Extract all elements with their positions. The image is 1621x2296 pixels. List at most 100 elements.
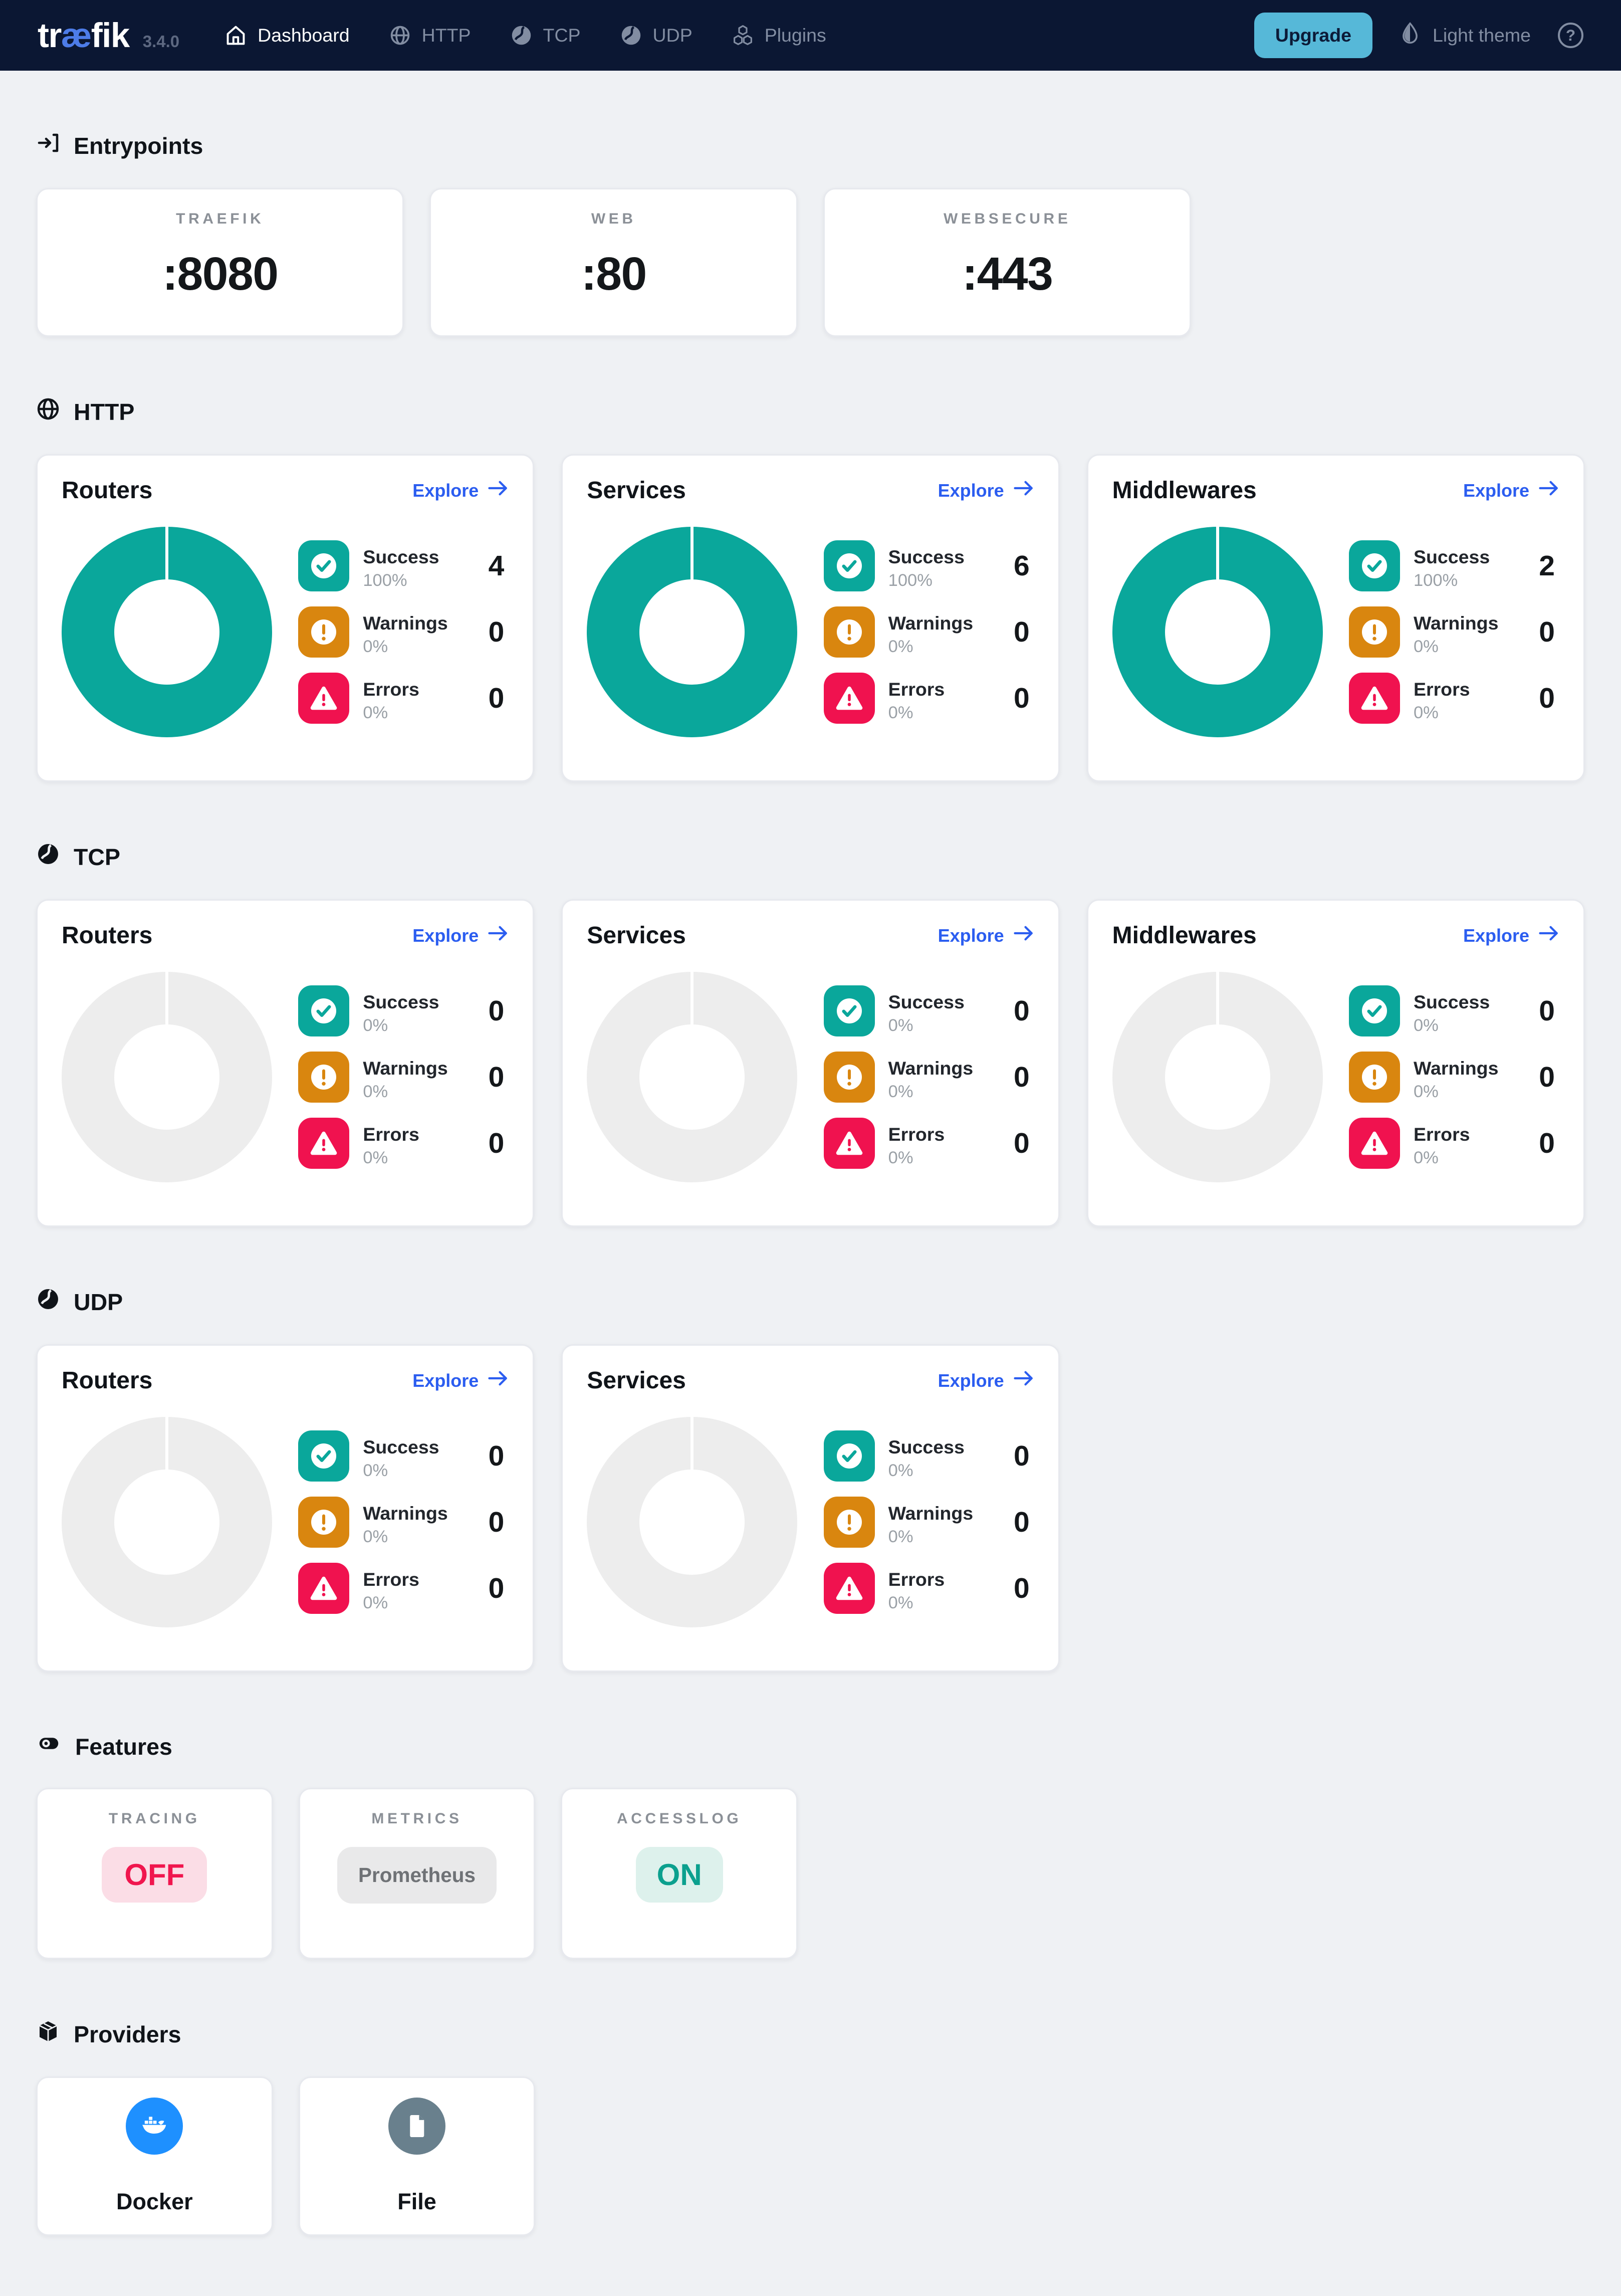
- card-title: Routers: [62, 1367, 153, 1394]
- error-icon: [298, 1563, 350, 1614]
- success-count: 0: [488, 1440, 505, 1472]
- section-title: Providers: [74, 2021, 181, 2047]
- globe-icon: [389, 24, 411, 47]
- warnings-count: 0: [488, 616, 505, 648]
- donut-chart-success-100: [587, 527, 798, 737]
- stat-warnings: Warnings 0% 0: [298, 1497, 504, 1548]
- docker-icon: [126, 2098, 183, 2155]
- success-count: 6: [1013, 550, 1030, 582]
- stat-warnings: Warnings 0% 0: [298, 606, 504, 658]
- donut-chart-empty: [587, 1417, 798, 1627]
- nav-item-plugins[interactable]: Plugins: [732, 24, 826, 47]
- stat-success: Success 100% 4: [298, 540, 504, 591]
- feature-card-metrics: METRICS Prometheus: [298, 1788, 536, 1959]
- nav-item-tcp[interactable]: TCP: [510, 24, 581, 47]
- entrypoint-card-websecure: WEBSECURE :443: [823, 188, 1192, 337]
- donut-chart-empty: [587, 972, 798, 1182]
- errors-count: 0: [1539, 1127, 1555, 1159]
- error-icon: [1348, 673, 1400, 724]
- arrow-right-icon: [1013, 479, 1034, 502]
- warning-icon: [298, 606, 350, 658]
- section-entrypoints: Entrypoints TRAEFIK :8080 WEB :80 WEBSEC…: [36, 131, 1585, 337]
- entrypoint-port: :443: [962, 248, 1053, 300]
- stat-warnings: Warnings 0% 0: [298, 1052, 504, 1103]
- stat-success: Success 100% 6: [823, 540, 1030, 591]
- stat-success: Success 0% 0: [298, 1430, 504, 1482]
- error-icon: [1348, 1118, 1400, 1169]
- feature-status-badge: Prometheus: [337, 1847, 497, 1904]
- success-icon: [298, 540, 350, 591]
- card-title: Services: [587, 477, 686, 504]
- stat-errors: Errors 0% 0: [1348, 673, 1555, 724]
- success-count: 2: [1539, 550, 1555, 582]
- explore-link[interactable]: Explore: [938, 479, 1034, 502]
- upgrade-button[interactable]: Upgrade: [1254, 13, 1373, 58]
- nav-item-dashboard[interactable]: Dashboard: [224, 24, 350, 47]
- home-icon: [224, 24, 247, 47]
- warnings-count: 0: [1013, 616, 1030, 648]
- warning-icon: [1348, 606, 1400, 658]
- navbar: træfik 3.4.0 Dashboard HTTP TCP: [0, 0, 1621, 71]
- help-icon[interactable]: ?: [1557, 23, 1583, 48]
- explore-link[interactable]: Explore: [1463, 924, 1559, 947]
- section-title: Features: [75, 1733, 172, 1760]
- explore-link[interactable]: Explore: [1463, 479, 1559, 502]
- warning-icon: [298, 1497, 350, 1548]
- stat-errors: Errors 0% 0: [298, 1563, 504, 1614]
- error-icon: [823, 1118, 875, 1169]
- provider-card-file: File: [298, 2076, 536, 2236]
- explore-link[interactable]: Explore: [938, 1369, 1034, 1392]
- card-title: Services: [587, 922, 686, 949]
- arrow-right-icon: [1013, 924, 1034, 947]
- stat-success: Success 0% 0: [298, 985, 504, 1036]
- stat-warnings: Warnings 0% 0: [823, 1497, 1030, 1548]
- donut-chart-empty: [62, 1417, 272, 1627]
- tcp-routers-card: Routers Explore Success 0% 0: [36, 899, 535, 1227]
- stat-errors: Errors 0% 0: [823, 1118, 1030, 1169]
- theme-toggle[interactable]: Light theme: [1400, 21, 1531, 50]
- stat-success: Success 0% 0: [1348, 985, 1555, 1036]
- section-features: Features TRACING OFF METRICS Prometheus …: [36, 1732, 1585, 1959]
- logo-text: træfik: [38, 16, 130, 55]
- file-icon: [388, 2098, 445, 2155]
- entrypoint-card-web: WEB :80: [429, 188, 798, 337]
- package-icon: [36, 2019, 60, 2049]
- nav-item-http[interactable]: HTTP: [389, 24, 471, 47]
- nav-item-udp[interactable]: UDP: [620, 24, 692, 47]
- entrypoint-port: :80: [581, 248, 647, 300]
- errors-count: 0: [1013, 682, 1030, 714]
- explore-link[interactable]: Explore: [412, 924, 509, 947]
- stat-warnings: Warnings 0% 0: [823, 1052, 1030, 1103]
- errors-count: 0: [1013, 1127, 1030, 1159]
- donut-chart-empty: [1112, 972, 1323, 1182]
- card-title: Routers: [62, 477, 153, 504]
- success-icon: [298, 1430, 350, 1482]
- arrow-right-icon: [488, 1369, 509, 1392]
- success-count: 4: [488, 550, 505, 582]
- entrypoint-card-traefik: TRAEFIK :8080: [36, 188, 404, 337]
- dashboard-main: Entrypoints TRAEFIK :8080 WEB :80 WEBSEC…: [0, 131, 1621, 2296]
- warnings-count: 0: [1539, 616, 1555, 648]
- success-icon: [823, 985, 875, 1036]
- proxy-icon: [620, 24, 642, 47]
- entrypoint-name: TRAEFIK: [176, 211, 265, 227]
- section-title: Entrypoints: [74, 133, 203, 159]
- errors-count: 0: [488, 1127, 505, 1159]
- success-icon: [298, 985, 350, 1036]
- arrow-right-icon: [1013, 1369, 1034, 1392]
- explore-link[interactable]: Explore: [938, 924, 1034, 947]
- http-middlewares-card: Middlewares Explore Success 100% 2: [1086, 454, 1585, 782]
- card-title: Middlewares: [1112, 477, 1257, 504]
- warnings-count: 0: [1539, 1061, 1555, 1093]
- stat-warnings: Warnings 0% 0: [823, 606, 1030, 658]
- donut-chart-success-100: [62, 527, 272, 737]
- explore-link[interactable]: Explore: [412, 479, 509, 502]
- stat-warnings: Warnings 0% 0: [1348, 1052, 1555, 1103]
- entrypoint-name: WEBSECURE: [944, 211, 1071, 227]
- feature-card-tracing: TRACING OFF: [36, 1788, 273, 1959]
- tcp-middlewares-card: Middlewares Explore Success 0% 0: [1086, 899, 1585, 1227]
- explore-link[interactable]: Explore: [412, 1369, 509, 1392]
- warning-icon: [1348, 1052, 1400, 1103]
- main-nav: Dashboard HTTP TCP UDP: [224, 24, 826, 47]
